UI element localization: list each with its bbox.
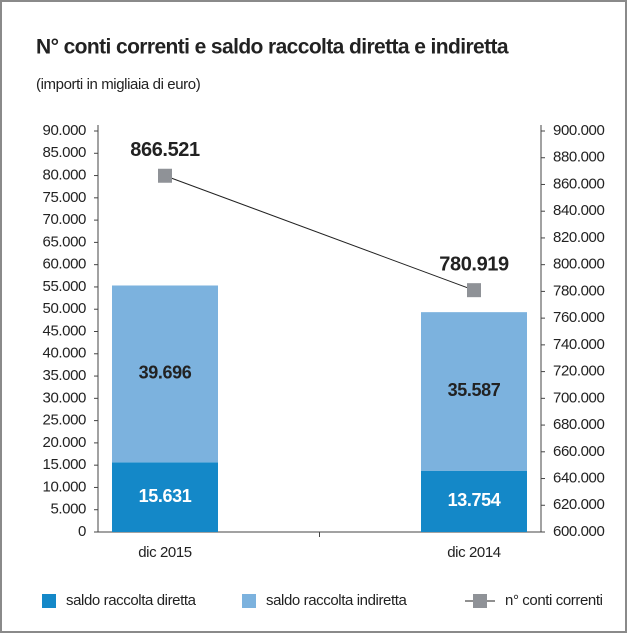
y-tick-label: 90.000 <box>43 122 87 139</box>
y2-tick-label: 600.000 <box>553 523 604 540</box>
y-tick-label: 70.000 <box>43 211 87 228</box>
y-tick-label: 15.000 <box>43 456 87 473</box>
y2-tick-label: 820.000 <box>553 229 604 246</box>
y2-tick-label: 780.000 <box>553 282 604 299</box>
y-tick-label: 35.000 <box>43 367 87 384</box>
y-tick-label: 40.000 <box>43 345 87 362</box>
bar-value-label: 39.696 <box>139 363 192 383</box>
line-value-label: 866.521 <box>130 139 200 161</box>
y2-tick-label: 840.000 <box>553 202 604 219</box>
x-tick-label: dic 2015 <box>138 544 192 561</box>
y2-tick-label: 800.000 <box>553 256 604 273</box>
y-tick-label: 0 <box>78 523 86 540</box>
x-tick-label: dic 2014 <box>447 544 501 561</box>
y2-tick-label: 740.000 <box>553 336 604 353</box>
y-tick-label: 55.000 <box>43 278 87 295</box>
bar <box>421 312 527 471</box>
legend-label: n° conti correnti <box>505 592 603 609</box>
bar <box>112 285 218 463</box>
bar-value-label: 35.587 <box>448 380 501 400</box>
line-value-label: 780.919 <box>439 253 509 275</box>
y2-tick-label: 620.000 <box>553 496 604 513</box>
y-tick-label: 45.000 <box>43 322 87 339</box>
y2-tick-label: 880.000 <box>553 149 604 166</box>
y-tick-label: 25.000 <box>43 412 87 429</box>
line-marker <box>158 168 172 183</box>
y2-tick-label: 660.000 <box>553 443 604 460</box>
y2-tick-label: 760.000 <box>553 309 604 326</box>
y-tick-label: 20.000 <box>43 434 87 451</box>
y-tick-label: 30.000 <box>43 389 87 406</box>
bar <box>112 462 218 532</box>
y2-tick-label: 640.000 <box>553 470 604 487</box>
legend-swatch <box>42 594 56 608</box>
bar-value-label: 15.631 <box>139 486 192 506</box>
y-tick-label: 80.000 <box>43 167 87 184</box>
bar-value-label: 13.754 <box>448 490 501 510</box>
y-tick-label: 50.000 <box>43 300 87 317</box>
y-tick-label: 5.000 <box>50 501 86 518</box>
y2-tick-label: 900.000 <box>553 122 604 139</box>
chart-title: N° conti correnti e saldo raccolta diret… <box>36 36 509 59</box>
chart-subtitle: (importi in migliaia di euro) <box>36 76 201 93</box>
y2-tick-label: 700.000 <box>553 389 604 406</box>
legend-marker <box>473 594 487 608</box>
line <box>164 175 475 291</box>
bar <box>421 470 527 532</box>
y-tick-label: 75.000 <box>43 189 87 206</box>
y-tick-label: 10.000 <box>43 478 87 495</box>
legend-label: saldo raccolta indiretta <box>266 592 408 609</box>
line-marker <box>467 283 481 298</box>
legend-swatch <box>242 594 256 608</box>
y-tick-label: 60.000 <box>43 256 87 273</box>
y-tick-label: 65.000 <box>43 233 87 250</box>
y2-tick-label: 680.000 <box>553 416 604 433</box>
y2-tick-label: 860.000 <box>553 175 604 192</box>
legend-label: saldo raccolta diretta <box>66 592 197 609</box>
y2-tick-label: 720.000 <box>553 363 604 380</box>
y-tick-label: 85.000 <box>43 144 87 161</box>
